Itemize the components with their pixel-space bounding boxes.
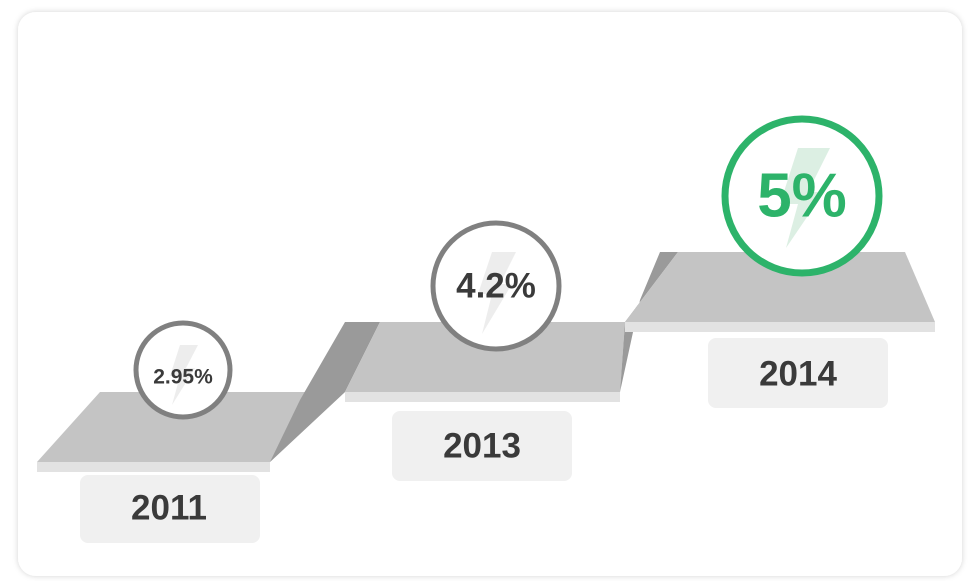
year-box: 2013 (392, 411, 572, 481)
year-box: 2014 (708, 338, 888, 408)
rate-badge: 2.95% (136, 323, 230, 417)
rate-badge: 4.2% (433, 223, 559, 349)
rate-label: 2.95% (153, 366, 213, 389)
year-label: 2013 (443, 426, 521, 465)
step-edge (345, 392, 620, 402)
rate-label: 4.2% (456, 266, 536, 305)
year-label: 2011 (131, 488, 207, 527)
rate-label: 5% (757, 161, 847, 230)
rate-badge: 5% (725, 119, 879, 273)
year-label: 2014 (759, 354, 837, 393)
year-box: 2011 (80, 475, 260, 543)
step-edge (625, 322, 935, 332)
step-edge (37, 462, 270, 472)
infographic: 2.95% 4.2% 5% 2011 2013 2014 (0, 0, 971, 581)
